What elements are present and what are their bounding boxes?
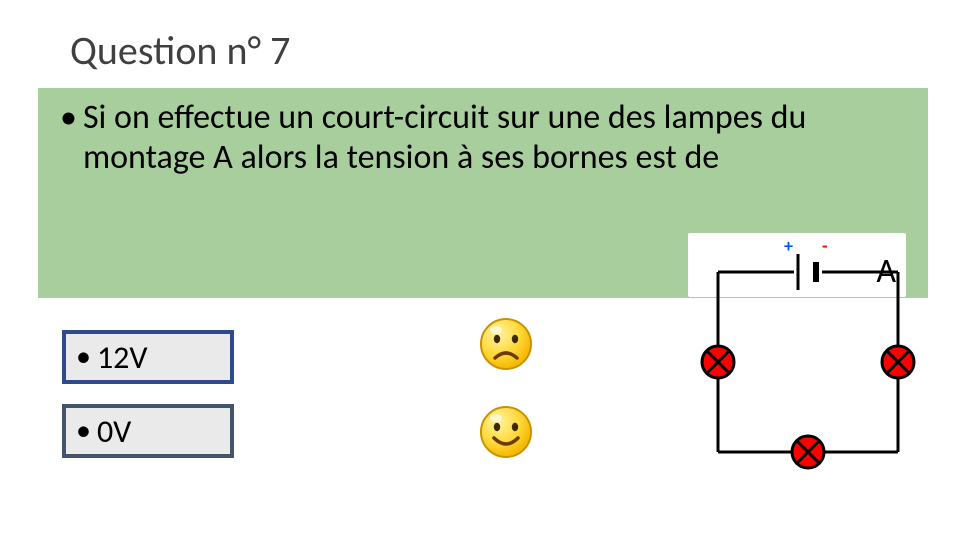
slide: Question n° 7 • Si on effectue un court-… [0,0,960,540]
battery-minus-label: - [822,235,828,257]
lamp-left-icon [702,346,734,378]
sad-face-icon [478,316,534,372]
battery-icon: + - [784,235,828,290]
answer-b-label: 0V [97,412,131,451]
answer-option-b[interactable]: • 0V [62,404,234,458]
circuit-diagram: + - [688,232,928,492]
bullet-icon: • [60,98,77,138]
lamp-bottom-icon [792,436,824,468]
happy-face-icon [478,404,534,460]
lamp-right-icon [882,346,914,378]
question-text: Si on effectue un court-circuit sur une … [83,98,906,178]
question-bullet-line: • Si on effectue un court-circuit sur un… [60,98,906,178]
answer-option-a[interactable]: • 12V [62,330,234,384]
page-title: Question n° 7 [70,26,290,75]
bullet-icon: • [76,416,91,446]
bullet-icon: • [76,342,91,372]
answer-a-label: 12V [97,338,148,377]
battery-plus-label: + [784,235,793,257]
